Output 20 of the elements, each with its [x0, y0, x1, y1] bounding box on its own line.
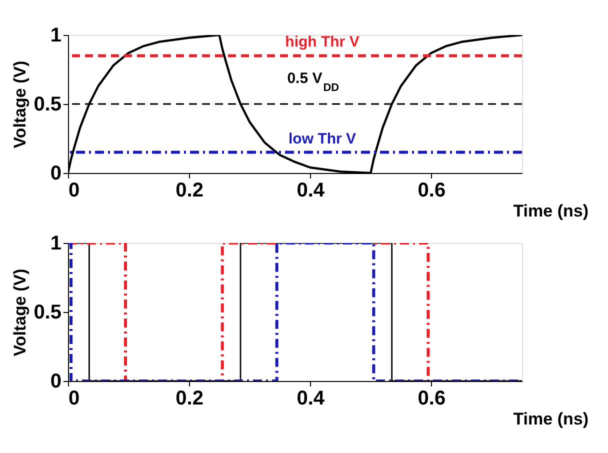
y-tick-label: 1	[50, 232, 62, 254]
y-axis-title: Voltage (V)	[10, 268, 30, 356]
y-tick-label: 0.5	[34, 302, 62, 324]
ref-line-label: high Thr V	[285, 34, 360, 51]
y-tick-label: 0	[50, 162, 62, 184]
x-axis-title: Time (ns)	[513, 202, 588, 220]
x-tick-label: 0	[68, 388, 80, 410]
x-tick-label: 0.6	[418, 388, 446, 410]
x-tick-label: 0.2	[176, 180, 204, 202]
x-tick-label: 0.4	[296, 180, 326, 202]
ref-line-label: low Thr V	[288, 130, 356, 148]
y-tick-label: 1	[50, 24, 62, 46]
y-tick-label: 0.5	[34, 94, 62, 116]
x-tick-label: 0	[68, 180, 80, 202]
x-tick-label: 0.6	[418, 180, 446, 202]
x-axis-title: Time (ns)	[513, 410, 588, 428]
x-tick-label: 0.4	[296, 388, 326, 410]
y-tick-label: 0	[50, 370, 62, 392]
x-tick-label: 0.2	[176, 388, 204, 410]
y-axis-title: Voltage (V)	[10, 60, 30, 148]
